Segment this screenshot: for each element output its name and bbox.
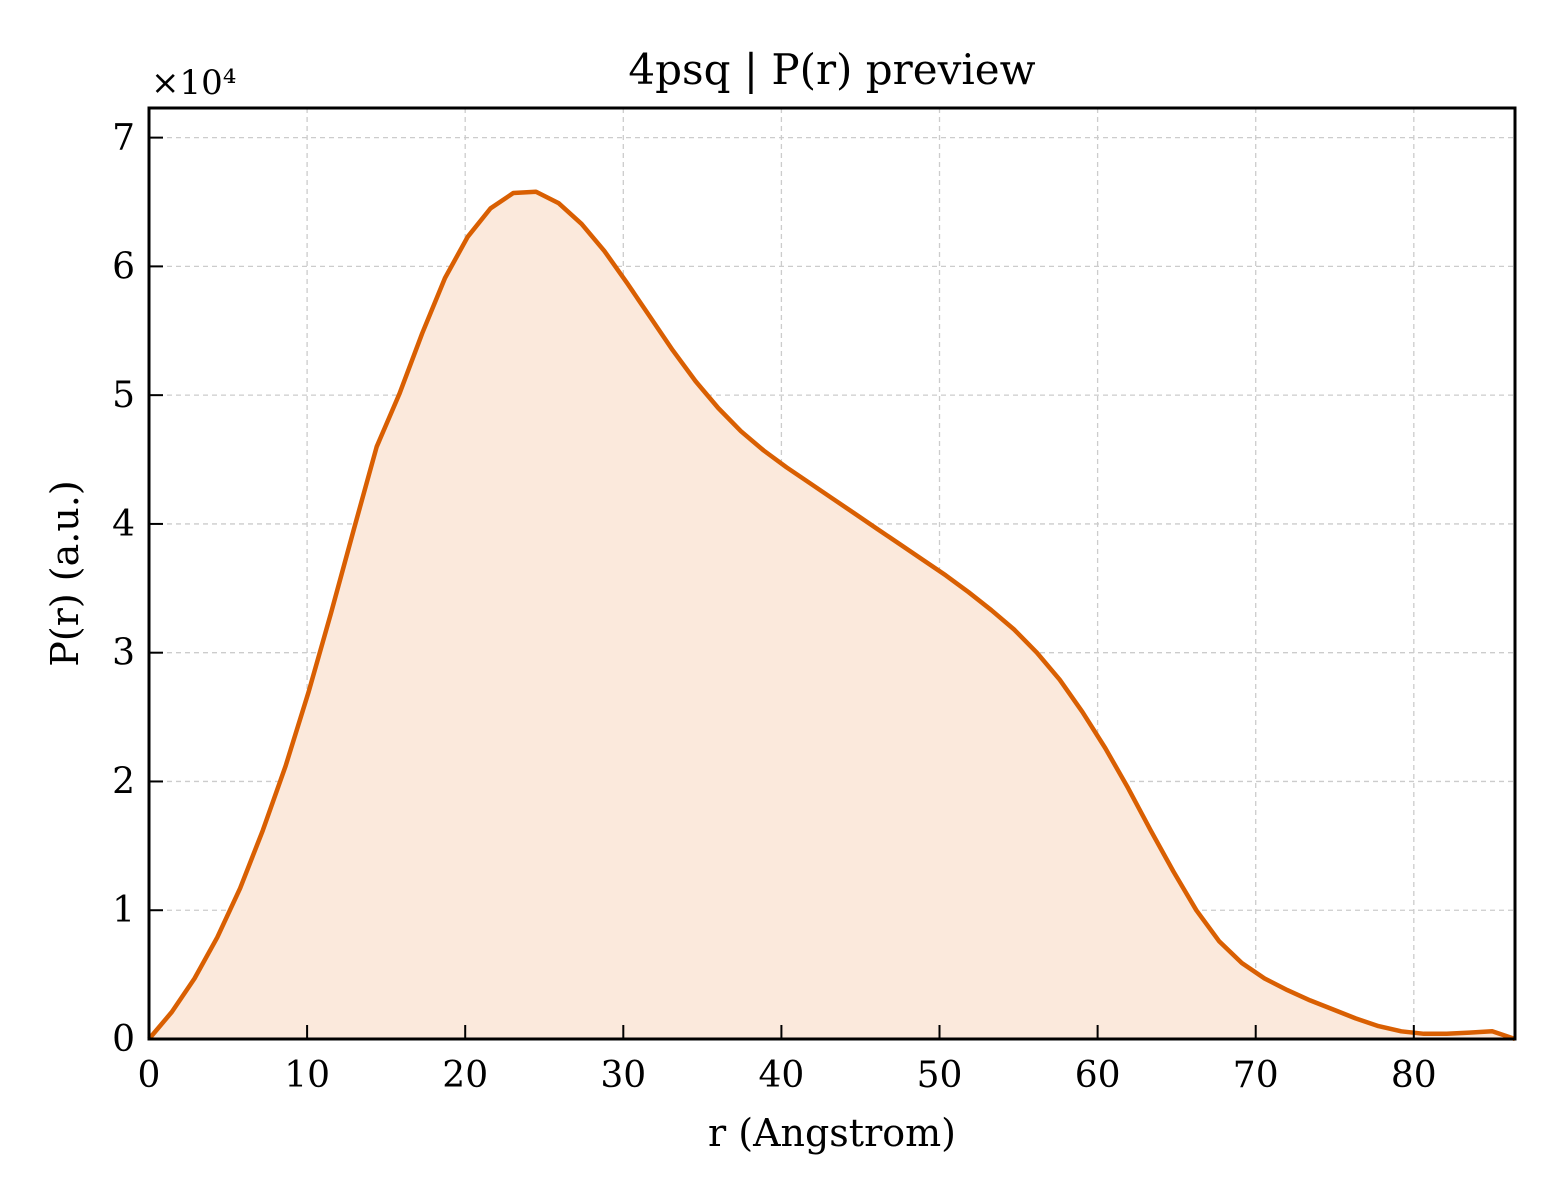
series-line <box>147 189 1516 1042</box>
y-tick-label: 2 <box>112 761 135 802</box>
y-tick-label: 7 <box>112 118 135 159</box>
x-tick-label: 70 <box>1233 1055 1279 1096</box>
x-tick-label: 0 <box>138 1055 161 1096</box>
y-axis-label: P(r) (a.u.) <box>43 480 87 666</box>
y-tick-label: 6 <box>112 246 135 287</box>
y-axis-multiplier: ×10⁴ <box>151 63 236 103</box>
y-tick-label: 1 <box>112 890 135 931</box>
chart-title: 4psq | P(r) preview <box>628 45 1035 94</box>
x-tick-label: 20 <box>442 1055 488 1096</box>
x-tick-label: 30 <box>600 1055 646 1096</box>
x-tick-label: 50 <box>917 1055 963 1096</box>
x-tick-label: 40 <box>759 1055 805 1096</box>
x-tick-label: 10 <box>284 1055 330 1096</box>
x-axis-label: r (Angstrom) <box>708 1111 956 1155</box>
y-tick-label: 0 <box>112 1019 135 1060</box>
series-area-fill <box>149 191 1515 1039</box>
tick-labels: 0 10 20 30 40 50 60 70 80 0 1 2 3 4 5 6 7 <box>112 118 1437 1096</box>
x-tick-label: 60 <box>1075 1055 1121 1096</box>
plot-frame <box>147 106 1517 1041</box>
y-tick-label: 3 <box>112 633 135 674</box>
y-tick-label: 4 <box>112 504 135 545</box>
y-tick-label: 5 <box>112 375 135 416</box>
x-tick-label: 80 <box>1391 1055 1437 1096</box>
